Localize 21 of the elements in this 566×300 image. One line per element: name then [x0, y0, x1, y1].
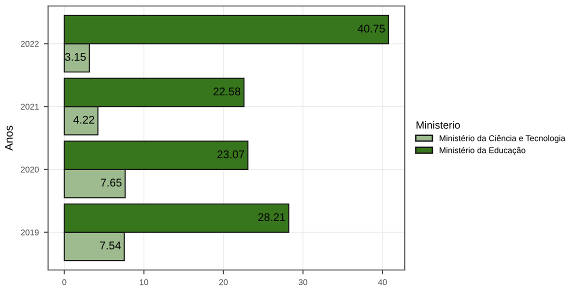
y-tick-label: 2022 [20, 40, 39, 47]
x-tick-label: 30 [298, 279, 308, 286]
x-tick-label: 10 [140, 279, 148, 286]
y-tick-label: 2019 [20, 229, 39, 236]
y-axis-title: Anos [5, 126, 13, 151]
legend-label: Ministério da Ciência e Tecnologia [440, 134, 566, 143]
x-tick-label: 40 [378, 279, 387, 286]
legend-title: Ministerio [416, 121, 460, 129]
x-tick-label: 0 [62, 279, 66, 286]
data-label: 4.22 [73, 116, 94, 124]
legend-label: Ministério da Educação [440, 147, 526, 155]
data-label: 7.65 [100, 178, 122, 187]
data-label: 28.21 [258, 213, 285, 222]
data-label: 23.07 [217, 150, 244, 158]
data-label: 3.15 [65, 52, 86, 61]
data-label: 22.58 [214, 88, 240, 96]
data-label: 7.54 [100, 242, 121, 250]
y-tick-label: 2021 [20, 104, 39, 110]
x-tick-label: 20 [219, 279, 228, 286]
data-label: 40.75 [358, 24, 385, 33]
y-tick-label: 2020 [20, 166, 39, 173]
